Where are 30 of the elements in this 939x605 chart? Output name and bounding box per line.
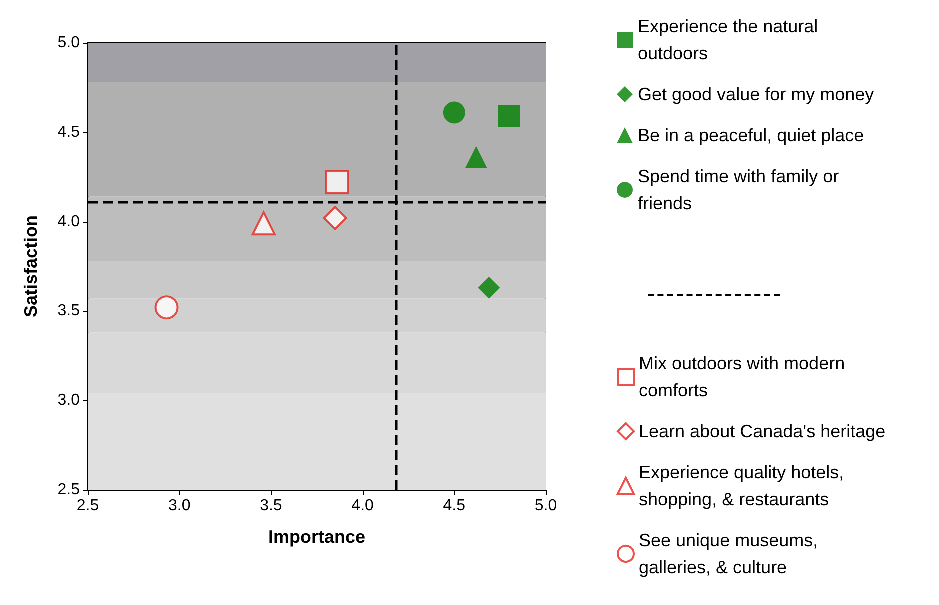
x-axis-title: Importance: [268, 527, 366, 547]
point: [323, 206, 348, 230]
y-axis-title: Satisfaction: [21, 215, 41, 318]
legend-label: Mix outdoors with modern comforts: [639, 354, 850, 400]
legend-label: Be in a peaceful, quiet place: [638, 126, 864, 146]
legend-label: Spend time with family or friends: [638, 166, 844, 214]
point: [443, 102, 466, 124]
point: [252, 212, 276, 236]
legend-label: Get good value for my money: [638, 84, 874, 104]
x-tick-label: 4.0: [352, 498, 374, 514]
y-tick-label: 3.5: [58, 302, 80, 320]
x-tick-label: 3.0: [168, 498, 191, 514]
point: [478, 276, 500, 299]
legend-label: Learn about Canada's heritage: [639, 422, 886, 442]
legend-label: Experience the natural outdoors: [638, 16, 824, 64]
y-tick-label: 5.0: [58, 34, 80, 52]
y-tick-label: 4.5: [58, 124, 80, 141]
point: [498, 105, 520, 128]
x-tick-label: 2.5: [76, 498, 100, 514]
legend-label: Experience quality hotels, shopping, & restaurants: [639, 462, 850, 510]
y-tick-label: 3.0: [58, 392, 80, 410]
point: [325, 170, 350, 194]
x-tick-label: 3.5: [260, 498, 282, 514]
x-tick-label: 4.5: [443, 498, 466, 514]
point: [154, 296, 179, 320]
legend-label: See unique museums, galleries, & culture: [639, 530, 824, 578]
x-tick-label: 5.0: [534, 498, 558, 514]
point: [465, 146, 488, 168]
y-tick-label: 2.5: [58, 482, 80, 498]
y-tick-label: 4.0: [58, 213, 80, 230]
